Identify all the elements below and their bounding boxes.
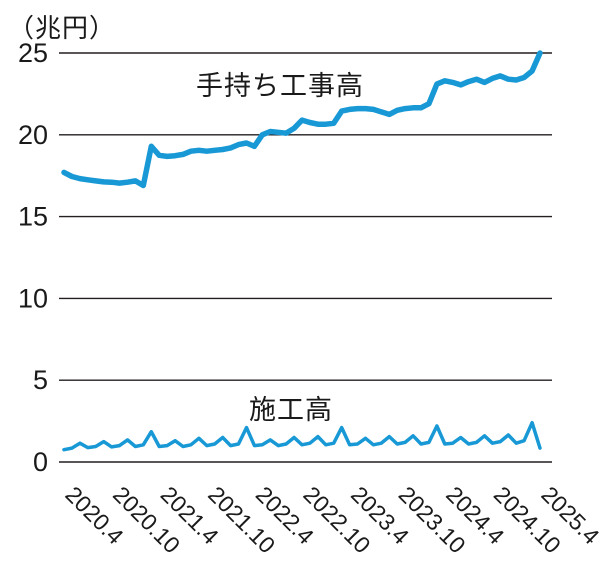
y-axis-unit-label: （兆円） [8, 13, 117, 43]
y-tick-10: 10 [18, 283, 48, 313]
series-label-backlog: 手持ち工事高 [196, 71, 364, 101]
y-tick-5: 5 [33, 365, 48, 395]
y-tick-0: 0 [33, 447, 48, 477]
y-axis-tick-labels: 0 5 10 15 20 25 [18, 38, 48, 477]
y-tick-25: 25 [18, 38, 48, 68]
gridlines [59, 52, 552, 463]
series-label-construction: 施工高 [249, 395, 333, 425]
y-tick-15: 15 [18, 202, 48, 232]
backlog-series-line [61, 50, 543, 189]
y-tick-20: 20 [18, 120, 48, 150]
construction-volume-series-line [62, 420, 542, 452]
x-axis-tick-labels: 2020.42020.102021.42021.102022.42022.102… [60, 481, 601, 558]
